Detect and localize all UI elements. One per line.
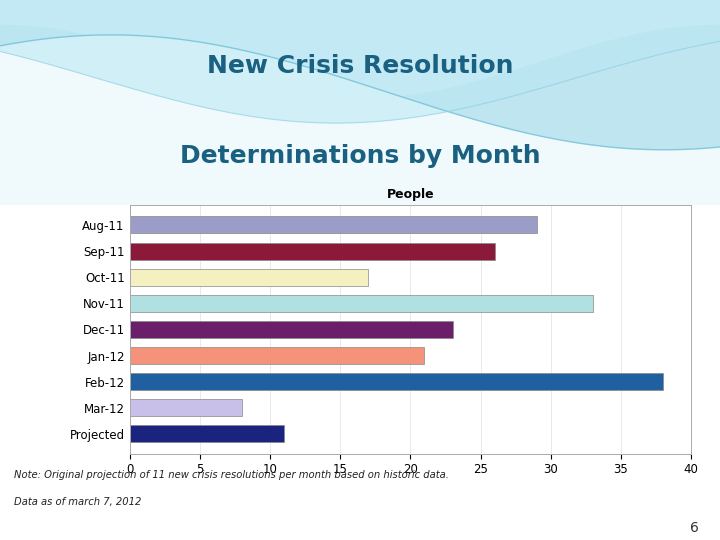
- Text: 6: 6: [690, 521, 698, 535]
- Bar: [130, 295, 593, 312]
- Text: Determinations by Month: Determinations by Month: [180, 144, 540, 168]
- Bar: [130, 269, 368, 286]
- Polygon shape: [0, 0, 720, 98]
- Bar: [130, 242, 495, 260]
- Polygon shape: [0, 0, 720, 123]
- Text: New Crisis Resolution: New Crisis Resolution: [207, 53, 513, 78]
- Bar: [130, 426, 284, 442]
- Bar: [130, 321, 452, 338]
- Bar: [130, 399, 242, 416]
- Text: Data as of march 7, 2012: Data as of march 7, 2012: [14, 497, 142, 507]
- Bar: [130, 347, 424, 364]
- Bar: [130, 373, 663, 390]
- Bar: [130, 217, 537, 233]
- Title: People: People: [387, 188, 434, 201]
- Polygon shape: [0, 0, 720, 150]
- Text: Note: Original projection of 11 new crisis resolutions per month based on histor: Note: Original projection of 11 new cris…: [14, 470, 449, 480]
